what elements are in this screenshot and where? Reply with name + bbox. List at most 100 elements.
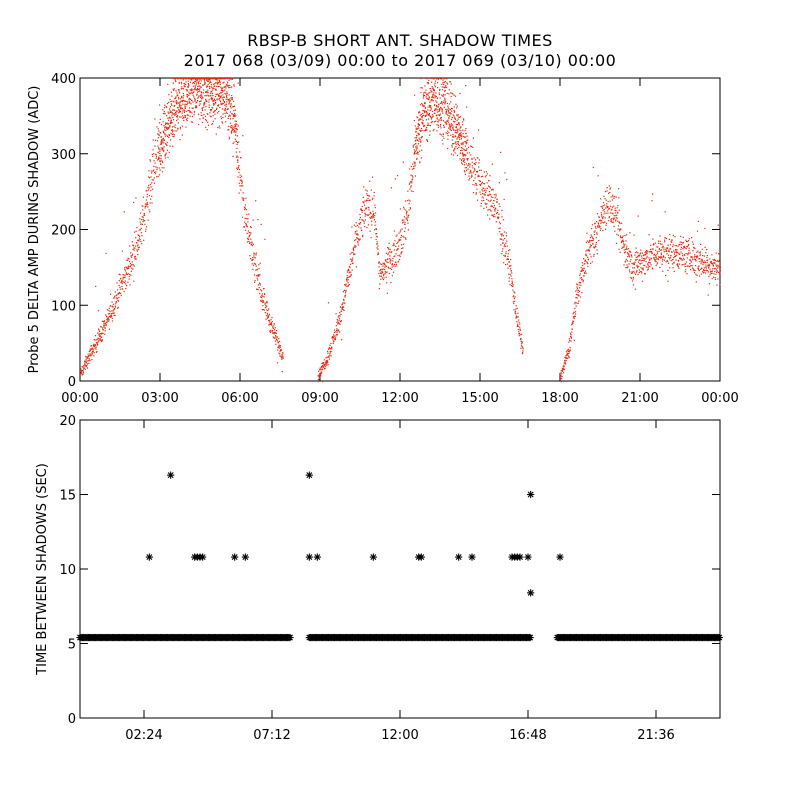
amp-point xyxy=(110,313,113,315)
amp-point xyxy=(457,131,459,133)
amp-point xyxy=(439,89,441,91)
amp-point xyxy=(591,228,593,230)
amp-point xyxy=(465,85,467,87)
amp-point xyxy=(335,331,337,333)
amp-point xyxy=(90,353,92,355)
amp-point xyxy=(444,86,447,88)
amp-point xyxy=(664,241,666,243)
amp-point xyxy=(448,117,450,119)
amp-point xyxy=(690,261,692,263)
amp-point xyxy=(430,88,432,90)
amp-point xyxy=(590,234,592,236)
amp-point xyxy=(441,83,443,85)
amp-point xyxy=(694,254,696,256)
amp-point xyxy=(453,149,455,151)
amp-point xyxy=(164,123,167,126)
amp-point xyxy=(348,284,350,286)
amp-point xyxy=(437,126,439,128)
amp-point xyxy=(146,203,148,205)
amp-point xyxy=(509,268,512,270)
amp-point xyxy=(158,133,160,135)
amp-point xyxy=(414,175,417,177)
amp-point xyxy=(156,168,158,171)
amp-point xyxy=(574,303,576,305)
amp-point xyxy=(362,234,364,236)
amp-point xyxy=(416,116,418,118)
amp-point xyxy=(575,290,577,292)
amp-point xyxy=(89,355,91,357)
amp-point xyxy=(323,365,325,367)
amp-point xyxy=(160,163,162,165)
amp-point xyxy=(253,254,255,256)
amp-point xyxy=(196,93,198,95)
amp-point xyxy=(352,248,354,250)
amp-point xyxy=(444,87,446,89)
amp-point xyxy=(384,259,387,261)
amp-point xyxy=(355,266,358,268)
shadow-panel-frame xyxy=(79,419,721,719)
amp-point xyxy=(592,166,594,169)
amp-point xyxy=(281,352,283,354)
amp-point xyxy=(266,309,268,311)
amp-point xyxy=(399,208,401,210)
amp-point xyxy=(495,195,497,197)
amp-point xyxy=(444,103,446,105)
amp-point xyxy=(641,272,643,274)
amp-point xyxy=(414,165,416,167)
amp-point xyxy=(713,268,715,270)
amp-point xyxy=(165,126,167,128)
amp-point xyxy=(399,231,401,233)
amp-point xyxy=(710,260,713,263)
amp-point xyxy=(177,128,179,130)
amp-point xyxy=(89,348,91,350)
amp-point xyxy=(569,346,571,349)
amp-point xyxy=(417,128,419,130)
amp-point xyxy=(111,315,113,317)
amp-point xyxy=(117,306,119,308)
amp-point xyxy=(211,98,213,100)
amp-point xyxy=(127,265,129,267)
amp-point xyxy=(454,117,456,120)
amp-point xyxy=(223,81,225,83)
amp-point xyxy=(486,182,488,184)
amp-point xyxy=(706,261,708,263)
amp-point xyxy=(151,202,153,204)
amp-point xyxy=(146,196,148,198)
amp-point xyxy=(228,101,231,103)
amp-point xyxy=(628,255,630,257)
amp-point xyxy=(181,108,183,110)
amp-point xyxy=(238,171,240,174)
amp-point xyxy=(127,257,129,259)
amp-point xyxy=(260,223,262,225)
amp-point xyxy=(521,333,523,336)
amp-point xyxy=(144,214,146,216)
amp-point xyxy=(145,205,147,208)
amp-point xyxy=(226,94,228,96)
amp-point xyxy=(567,354,569,356)
amp-point xyxy=(431,99,433,101)
amp-point xyxy=(599,226,601,228)
amp-point xyxy=(467,168,469,170)
amp-point xyxy=(355,233,357,235)
amp-point xyxy=(472,172,474,174)
amp-point xyxy=(448,103,451,105)
amp-point xyxy=(345,294,347,296)
amp-point xyxy=(409,188,411,190)
amp-point xyxy=(506,245,508,247)
amp-point xyxy=(678,260,680,262)
amp-point xyxy=(228,138,230,140)
amp-point xyxy=(200,86,202,88)
amp-point xyxy=(620,228,622,230)
amp-point xyxy=(676,249,678,251)
amp-point xyxy=(567,348,570,350)
amp-point xyxy=(651,248,653,250)
amp-point xyxy=(634,288,636,290)
amp-point xyxy=(266,305,268,307)
amp-point xyxy=(259,262,261,264)
amp-point xyxy=(415,147,417,149)
amp-point xyxy=(472,146,474,148)
amp-point xyxy=(342,302,344,304)
amp-point xyxy=(160,147,162,149)
amp-point xyxy=(376,241,378,243)
amp-point xyxy=(123,276,125,279)
